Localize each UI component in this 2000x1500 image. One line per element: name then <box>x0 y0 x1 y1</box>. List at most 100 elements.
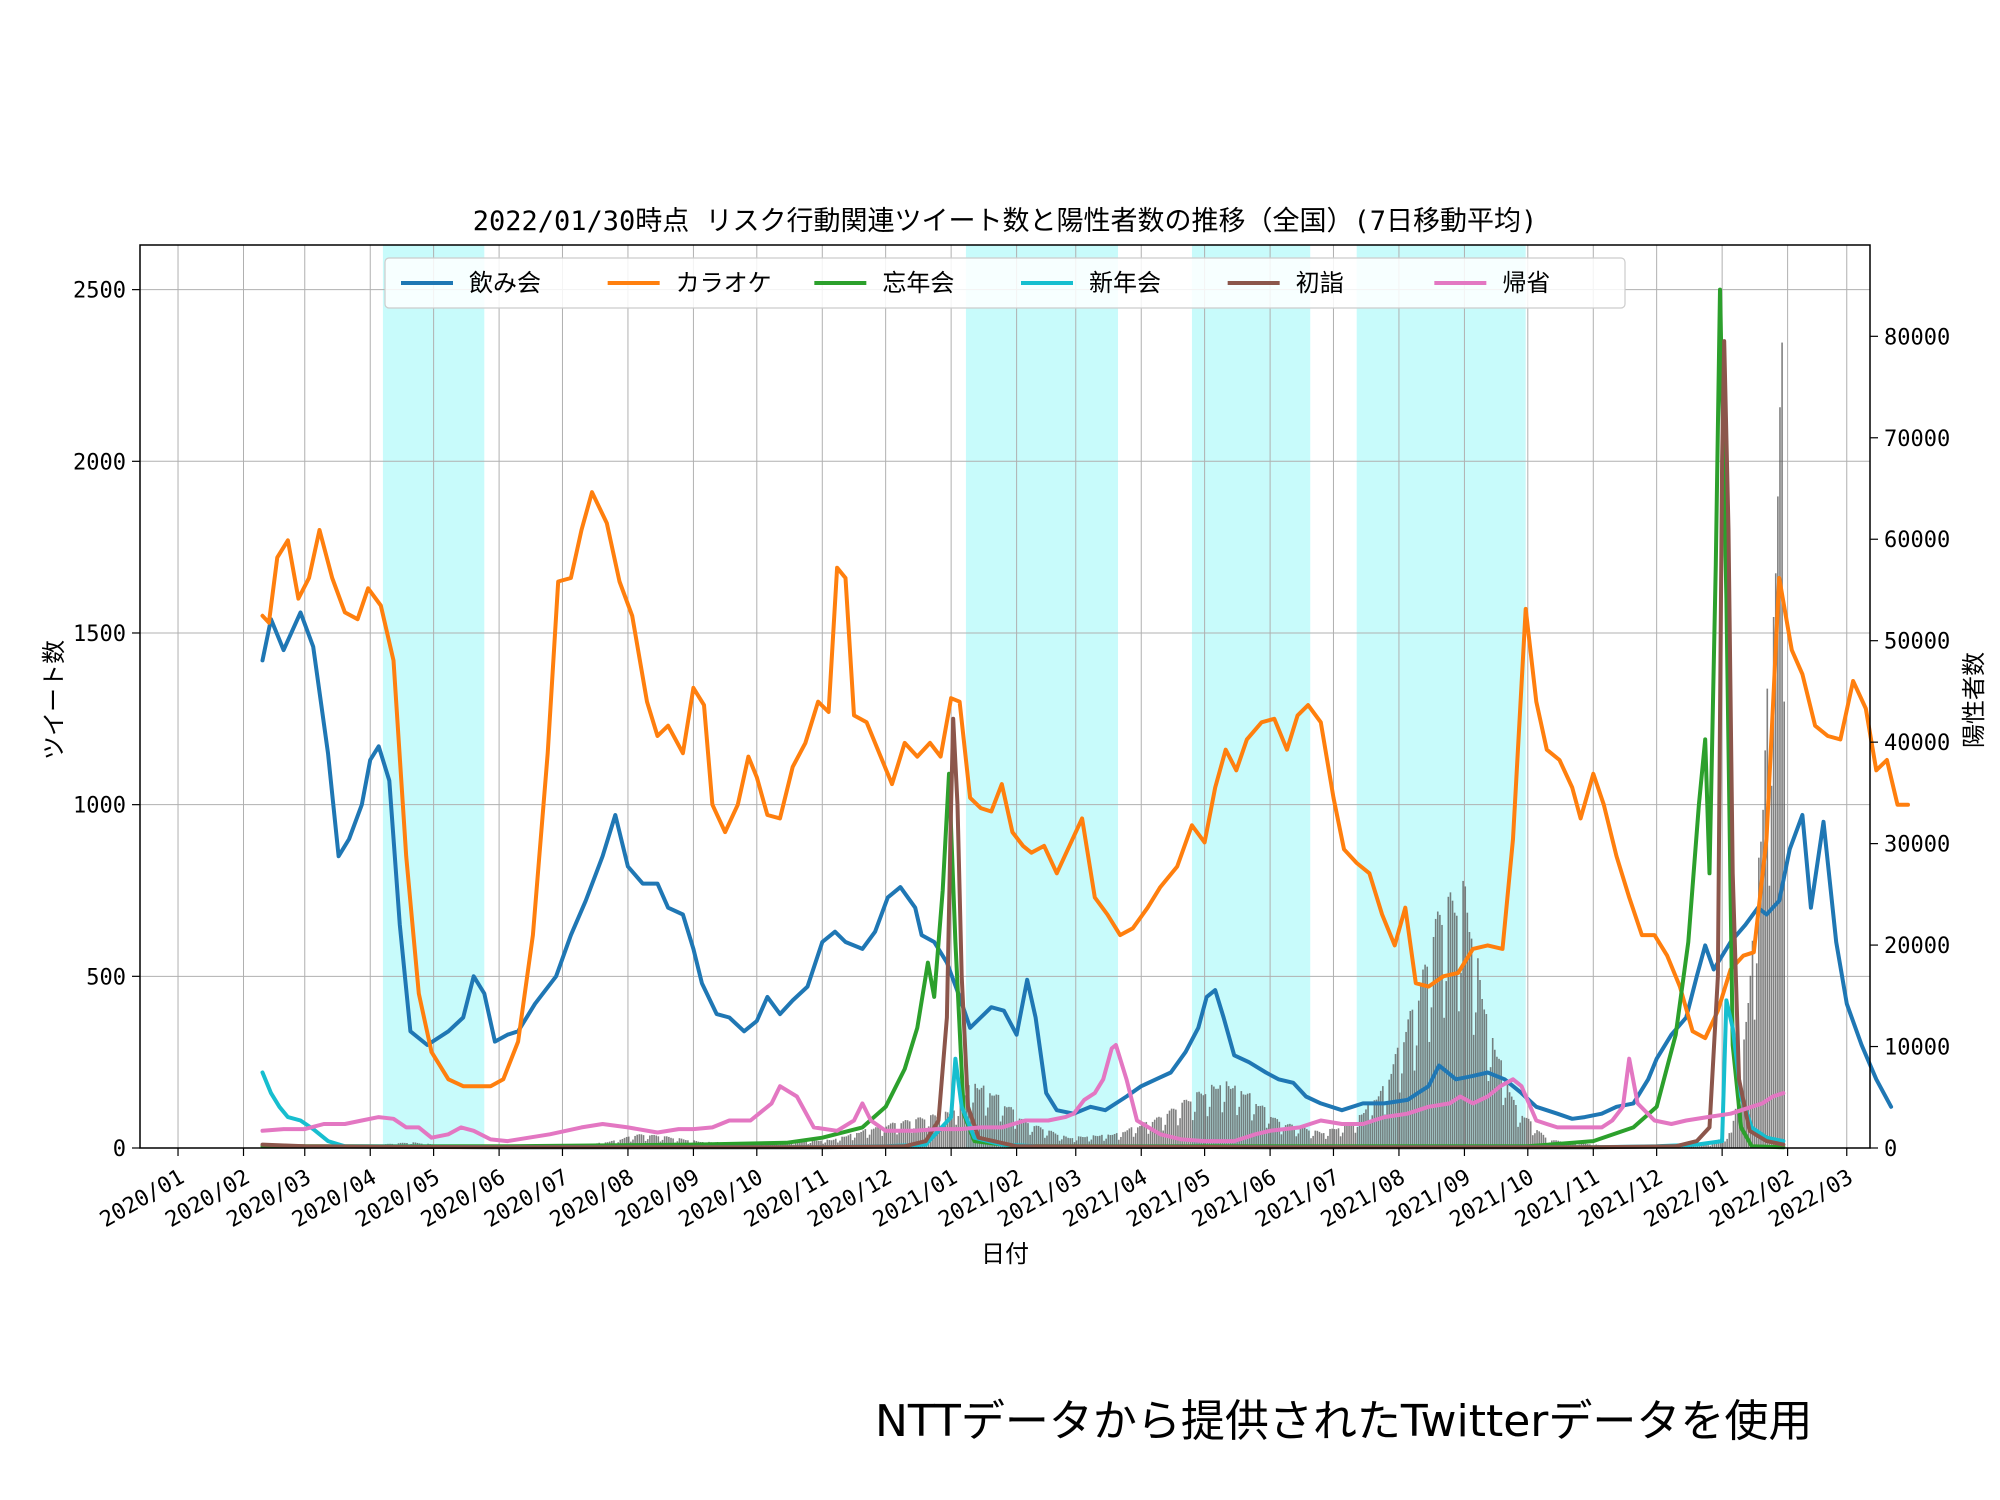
positives-bar <box>942 1124 945 1148</box>
positives-bar <box>1474 1012 1477 1148</box>
series-line-飲み会 <box>260 610 1894 1121</box>
positives-bar <box>1346 1124 1348 1148</box>
positives-bar <box>1730 1132 1733 1148</box>
positives-bar <box>1739 1110 1741 1148</box>
positives-bar <box>1468 932 1471 1148</box>
positives-bar <box>640 1134 643 1148</box>
positives-bar <box>980 1087 983 1148</box>
positives-bar <box>1327 1135 1329 1148</box>
positives-bar <box>1124 1131 1126 1148</box>
series-line-カラオケ <box>260 490 1910 1089</box>
positives-bar <box>1202 1095 1205 1148</box>
positives-bar <box>1506 1084 1509 1148</box>
positives-bar <box>877 1125 879 1148</box>
positives-bar <box>1705 1145 1707 1148</box>
positives-bar <box>775 1142 778 1148</box>
positives-bar <box>1204 1094 1207 1148</box>
positives-bar <box>1751 940 1754 1148</box>
positives-bar <box>1149 1129 1152 1148</box>
positives-bar <box>805 1141 807 1148</box>
positives-bar <box>1736 1094 1739 1148</box>
positives-bar <box>1206 1116 1209 1148</box>
positives-bar <box>1139 1126 1141 1148</box>
positives-bar <box>1377 1096 1380 1148</box>
positives-bar <box>845 1136 848 1148</box>
positives-bar <box>1291 1124 1293 1148</box>
positives-bar <box>1426 966 1429 1148</box>
positives-bar <box>868 1134 871 1148</box>
positives-bar <box>1420 983 1422 1148</box>
positives-bar <box>1758 857 1760 1148</box>
positives-bar <box>1768 885 1771 1148</box>
positives-bar <box>1284 1125 1287 1148</box>
positives-bar <box>978 1089 981 1148</box>
positives-bar <box>1762 809 1764 1148</box>
positives-bar <box>1210 1084 1213 1148</box>
positives-bar <box>1069 1138 1072 1148</box>
positives-bar <box>1436 911 1439 1148</box>
positives-bar <box>1542 1134 1545 1148</box>
positives-bar <box>995 1094 998 1148</box>
positives-bar <box>1781 342 1783 1149</box>
positives-bar <box>1411 1009 1414 1148</box>
positives-bar <box>1479 980 1481 1148</box>
positives-bar <box>1253 1114 1255 1148</box>
positives-bar <box>627 1136 630 1148</box>
positives-bar <box>1145 1121 1148 1148</box>
positives-bar <box>1274 1117 1276 1148</box>
positives-bar <box>894 1123 896 1148</box>
positives-bar <box>1240 1091 1243 1148</box>
positives-bar <box>1745 1021 1747 1148</box>
positives-bar <box>1147 1133 1150 1148</box>
positives-bar <box>1487 1081 1490 1148</box>
positives-bar <box>1398 1092 1401 1148</box>
y-tick-label: 0 <box>113 1137 126 1162</box>
positives-bar <box>1191 1120 1194 1148</box>
positives-bar <box>1037 1125 1040 1148</box>
positives-bar <box>1267 1123 1270 1148</box>
positives-bar <box>917 1117 919 1148</box>
positives-bar <box>1755 963 1758 1148</box>
positives-bar <box>856 1133 858 1148</box>
positives-bar <box>1126 1130 1129 1148</box>
positives-bar <box>847 1135 850 1148</box>
legend-label: 飲み会 <box>469 269 541 297</box>
positives-bar <box>1044 1137 1046 1148</box>
positives-bar <box>1278 1121 1281 1148</box>
data-source-note: NTTデータから提供されたTwitterデータを使用 <box>875 1396 1813 1447</box>
positives-bar <box>1390 1073 1393 1148</box>
positives-bar <box>773 1142 776 1148</box>
positives-bar <box>1494 1049 1496 1148</box>
positives-bar <box>1234 1085 1236 1148</box>
positives-bar <box>1113 1134 1116 1148</box>
plot-frame <box>139 244 1871 1149</box>
positives-bar <box>904 1120 907 1148</box>
positives-bar <box>1033 1126 1036 1148</box>
positives-bar <box>968 1085 970 1148</box>
positives-bar <box>1434 918 1437 1148</box>
positives-bar <box>1424 964 1426 1148</box>
legend-box <box>384 257 1626 309</box>
positives-bar <box>898 1130 900 1148</box>
positives-bar <box>1162 1130 1164 1148</box>
shaded-period-1 <box>965 245 1119 1148</box>
positives-bar <box>1052 1131 1055 1148</box>
positives-bar <box>1295 1136 1298 1148</box>
positives-bar <box>1358 1114 1361 1148</box>
positives-bar <box>1439 914 1441 1148</box>
positives-bar <box>1696 1146 1699 1148</box>
positives-bar <box>830 1140 833 1148</box>
positives-bar <box>1067 1137 1069 1148</box>
positives-bar <box>1373 1100 1376 1148</box>
positives-bar <box>849 1133 852 1148</box>
positives-bar <box>1529 1121 1532 1148</box>
positives-bar <box>915 1119 917 1148</box>
positives-bar <box>913 1128 915 1148</box>
positives-bar <box>921 1118 924 1148</box>
positives-bar <box>1544 1137 1547 1148</box>
positives-bar <box>668 1136 670 1148</box>
positives-bar <box>1498 1058 1500 1148</box>
positives-bar <box>866 1137 869 1148</box>
positives-bar <box>1777 496 1779 1148</box>
